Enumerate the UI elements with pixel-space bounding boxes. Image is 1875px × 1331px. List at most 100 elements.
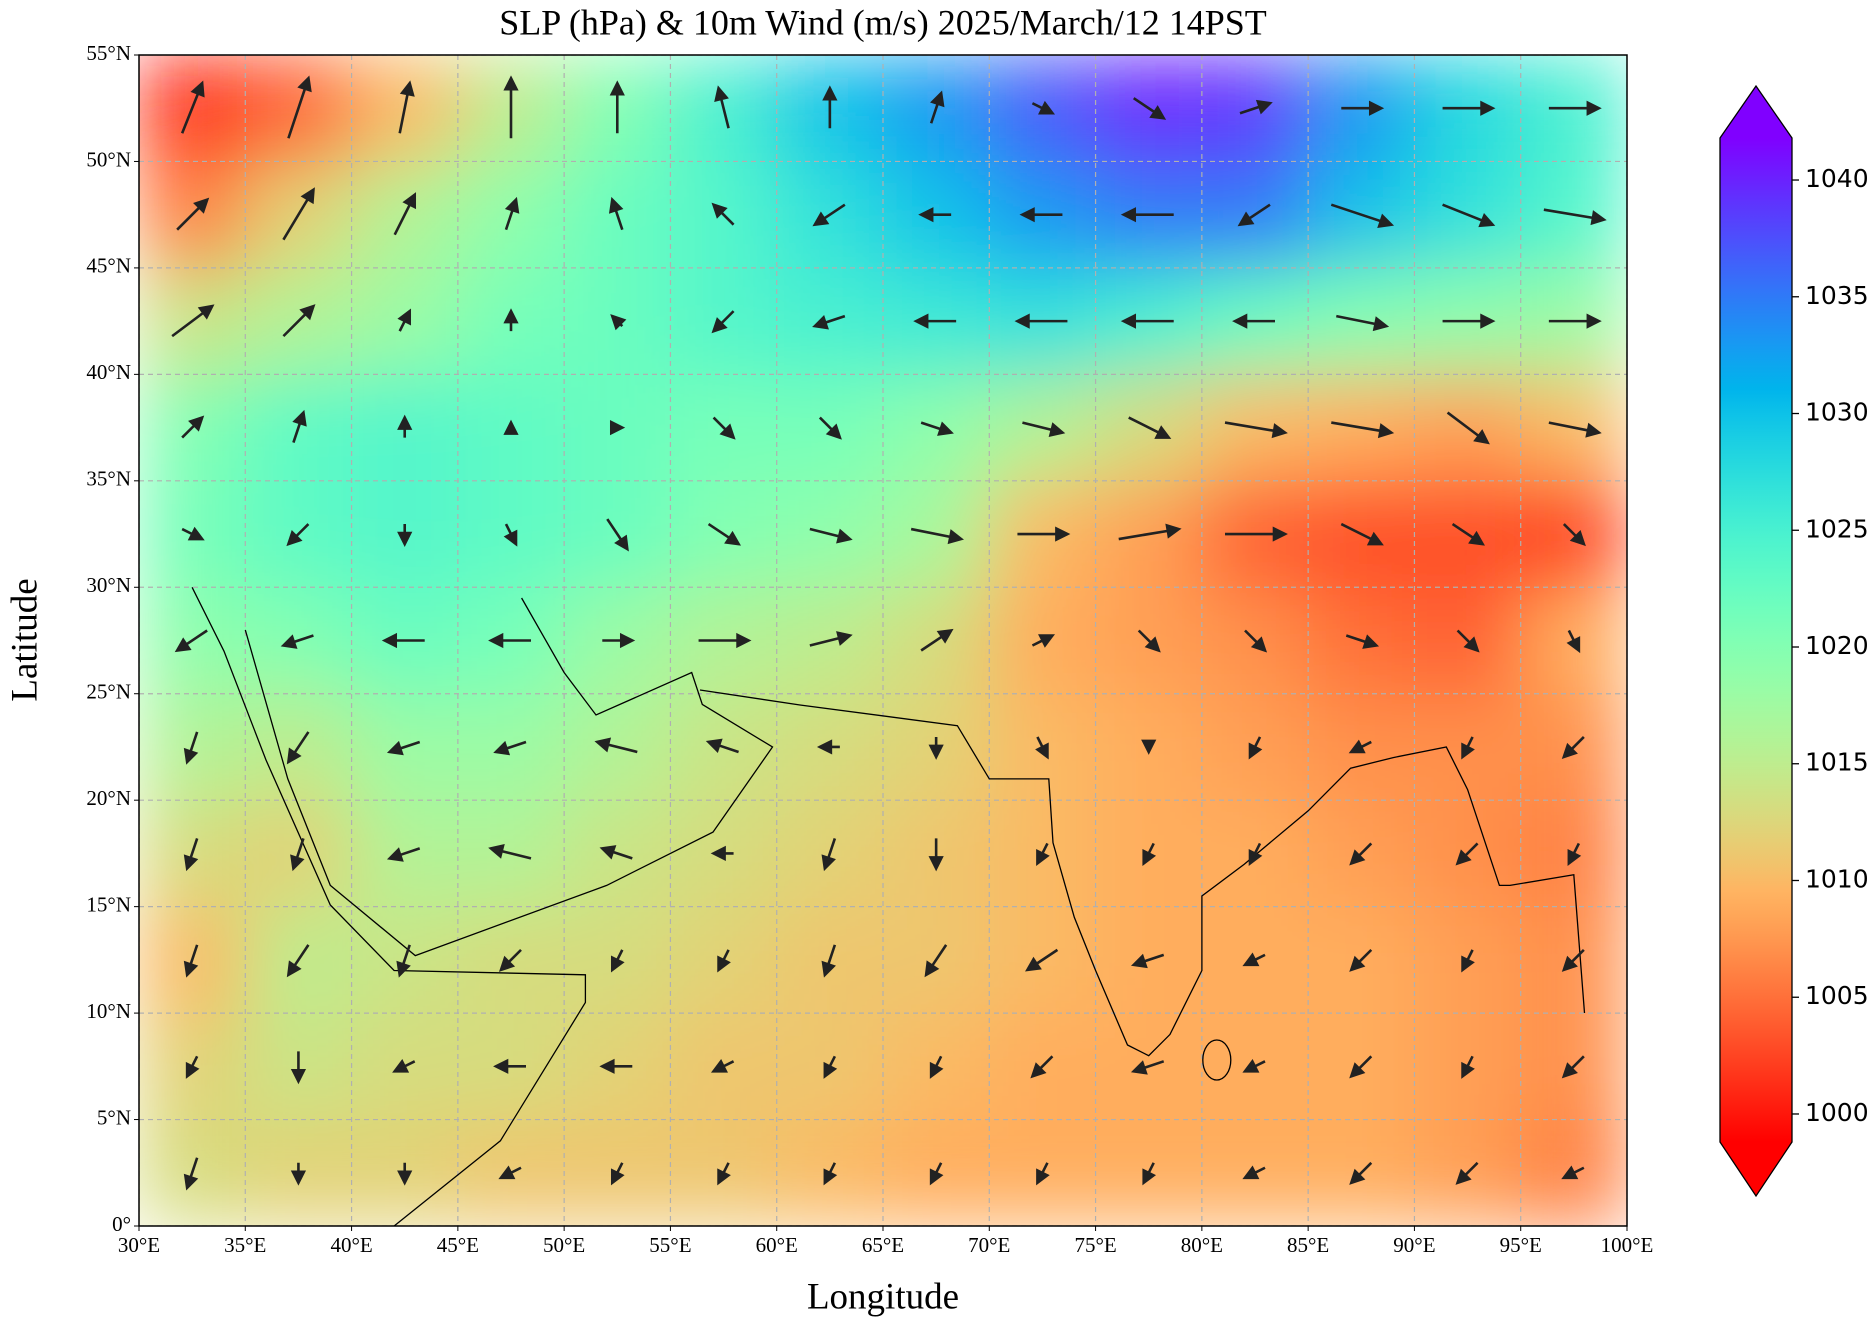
wind-arrow <box>183 1157 199 1191</box>
x-axis-label: Longitude <box>807 1276 959 1317</box>
wind-arrow <box>1456 629 1480 653</box>
coastline-arabia <box>244 597 774 957</box>
wind-arrow <box>398 80 415 134</box>
wind-arrow <box>1548 313 1602 329</box>
wind-arrow <box>183 837 199 872</box>
wind-arrow <box>397 308 412 332</box>
wind-arrow <box>1349 948 1373 972</box>
wind-arrow <box>913 313 957 329</box>
wind-arrow <box>1455 1161 1479 1185</box>
wind-arrow <box>393 192 417 236</box>
axes: 30°E 35°E 40°E 45°E 50°E 55°E 60°E 65°E 70°E 75°E… <box>86 41 1653 1257</box>
colorbar-extend-bottom <box>1720 1142 1792 1196</box>
y-tick-label: 30°N <box>86 573 131 597</box>
y-tick-label: 25°N <box>86 680 131 704</box>
wind-arrow <box>1349 1055 1373 1079</box>
wind-arrow <box>711 202 735 226</box>
wind-arrow <box>1120 313 1174 329</box>
wind-arrow <box>928 736 944 760</box>
wind-arrow <box>1242 952 1266 967</box>
wind-arrow <box>928 838 944 872</box>
colorbar-tick-label: 1035 <box>1805 281 1869 310</box>
wind-arrow <box>1120 207 1174 223</box>
wind-arrow <box>1341 100 1385 116</box>
chart-title: SLP (hPa) & 10m Wind (m/s) 2025/March/12… <box>499 2 1267 42</box>
wind-arrow <box>503 308 519 332</box>
wind-arrow <box>397 1162 413 1186</box>
wind-arrow <box>1561 948 1585 972</box>
x-tick-label: 80°E <box>1181 1233 1223 1257</box>
wind-arrow <box>1019 207 1063 223</box>
colorbar-body <box>1720 138 1792 1142</box>
y-tick-label: 15°N <box>86 892 131 916</box>
wind-arrow <box>1130 953 1165 969</box>
wind-arrow <box>292 409 307 444</box>
wind-arrow <box>396 944 411 978</box>
colorbar-tick-label: 1000 <box>1805 1098 1869 1127</box>
wind-arrow <box>594 737 638 754</box>
wind-arrow <box>1349 842 1373 866</box>
wind-arrow <box>1442 100 1496 116</box>
wind-arrow <box>1543 208 1607 226</box>
wind-arrow <box>286 523 310 547</box>
wind-arrow <box>1248 736 1263 760</box>
wind-arrow <box>1349 1161 1373 1185</box>
wind-arrow <box>812 203 846 227</box>
colorbar-tick-label: 1005 <box>1805 981 1869 1010</box>
wind-arrow <box>1118 523 1182 541</box>
wind-arrow <box>183 944 199 978</box>
wind-arrow <box>1567 842 1582 867</box>
colorbar-outline <box>1719 84 1793 1198</box>
wind-arrow <box>1561 1055 1585 1079</box>
wind-arrow <box>1035 736 1049 760</box>
wind-arrow <box>822 85 838 129</box>
wind-arrow <box>698 632 752 649</box>
x-tick-label: 70°E <box>968 1233 1010 1257</box>
wind-arrow <box>287 75 312 139</box>
wind-arrow <box>809 527 853 544</box>
wind-arrow <box>1239 99 1273 115</box>
wind-arrow <box>1031 634 1056 648</box>
wind-arrow <box>929 90 945 124</box>
x-tick-label: 45°E <box>437 1233 479 1257</box>
wind-arrow <box>1345 634 1380 649</box>
wind-arrow <box>920 421 954 436</box>
y-tick-label: 45°N <box>86 254 131 278</box>
wind-arrow <box>386 740 421 756</box>
wind-arrow <box>1561 1165 1585 1180</box>
colorbar-tick-label: 1020 <box>1805 631 1869 660</box>
wind-arrow <box>1232 313 1275 329</box>
wind-arrow <box>1128 416 1172 439</box>
wind-arrow <box>280 634 314 649</box>
wind-arrow <box>386 847 421 862</box>
wind-arrow <box>705 738 739 754</box>
wind-arrow <box>1031 100 1056 115</box>
wind-arrow <box>821 944 837 978</box>
wind-arrow <box>493 1058 526 1074</box>
x-tick-label: 100°E <box>1601 1233 1654 1257</box>
wind-arrow <box>1036 842 1050 867</box>
wind-arrow <box>1025 948 1059 972</box>
wind-arrow <box>1141 739 1157 755</box>
wind-arrow <box>1336 314 1390 332</box>
x-tick-label: 90°E <box>1393 1233 1435 1257</box>
wind-arrow <box>920 628 954 652</box>
wind-arrow <box>286 944 310 978</box>
wind-arrow <box>1137 629 1161 653</box>
wind-arrow <box>504 196 520 231</box>
wind-arrow <box>180 80 205 134</box>
wind-arrow <box>1225 526 1288 542</box>
colorbar-tick-label: 1040 <box>1805 164 1869 193</box>
x-tick-label: 85°E <box>1287 1233 1329 1257</box>
wind-arrow <box>174 629 208 653</box>
wind-arrow <box>1340 522 1384 546</box>
y-tick-label: 10°N <box>86 999 131 1023</box>
colorbar-tick-label: 1015 <box>1805 748 1869 777</box>
colorbar: 1000 1005 1010 1015 1020 1025 1030 1035 1040 <box>1719 84 1869 1198</box>
wind-arrow <box>290 1162 307 1186</box>
x-tick-label: 40°E <box>330 1233 372 1257</box>
wind-arrow <box>910 527 964 545</box>
wind-arrow <box>290 837 305 872</box>
wind-arrow <box>1036 1162 1050 1186</box>
